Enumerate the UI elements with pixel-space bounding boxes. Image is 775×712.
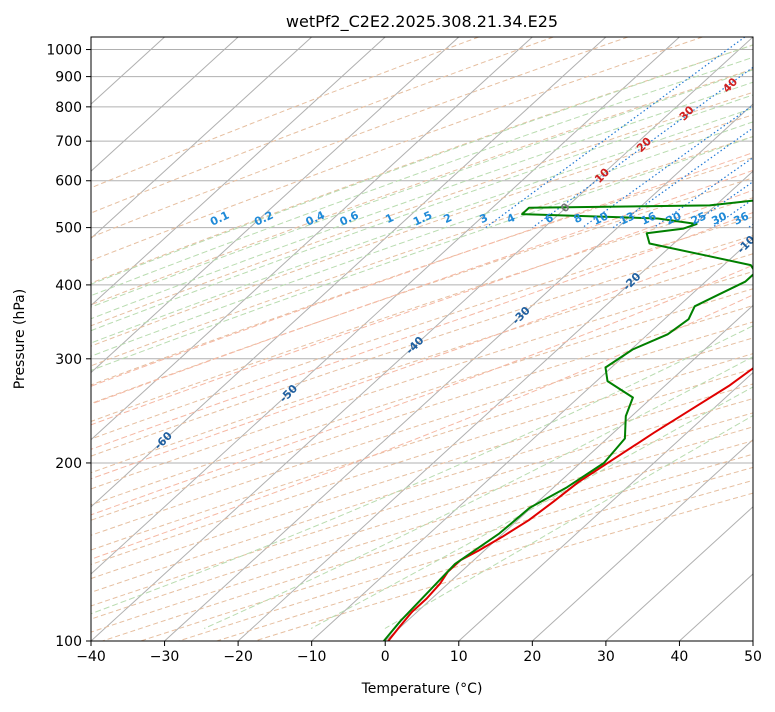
chart-title: wetPf2_C2E2.2025.308.21.34.E25 bbox=[286, 12, 558, 32]
y-tick-label: 600 bbox=[55, 174, 82, 190]
y-axis-label: Pressure (hPa) bbox=[12, 289, 28, 389]
y-tick-label: 500 bbox=[55, 221, 82, 237]
x-tick-label: 20 bbox=[523, 649, 541, 665]
x-tick-label: −40 bbox=[76, 649, 106, 665]
y-tick-label: 400 bbox=[55, 278, 82, 294]
y-tick-label: 200 bbox=[55, 456, 82, 472]
x-tick-label: 50 bbox=[744, 649, 762, 665]
x-tick-label: −30 bbox=[150, 649, 180, 665]
x-tick-label: 0 bbox=[381, 649, 390, 665]
y-tick-label: 1000 bbox=[46, 43, 82, 59]
x-tick-label: 30 bbox=[597, 649, 615, 665]
x-tick-label: 40 bbox=[671, 649, 689, 665]
y-tick-label: 900 bbox=[55, 70, 82, 86]
x-tick-label: −20 bbox=[223, 649, 253, 665]
y-tick-label: 700 bbox=[55, 134, 82, 150]
x-tick-label: 10 bbox=[450, 649, 468, 665]
x-tick-label: −10 bbox=[297, 649, 327, 665]
x-axis-label: Temperature (°C) bbox=[361, 681, 483, 697]
y-tick-label: 100 bbox=[55, 634, 82, 650]
y-tick-label: 800 bbox=[55, 100, 82, 116]
y-tick-label: 300 bbox=[55, 352, 82, 368]
